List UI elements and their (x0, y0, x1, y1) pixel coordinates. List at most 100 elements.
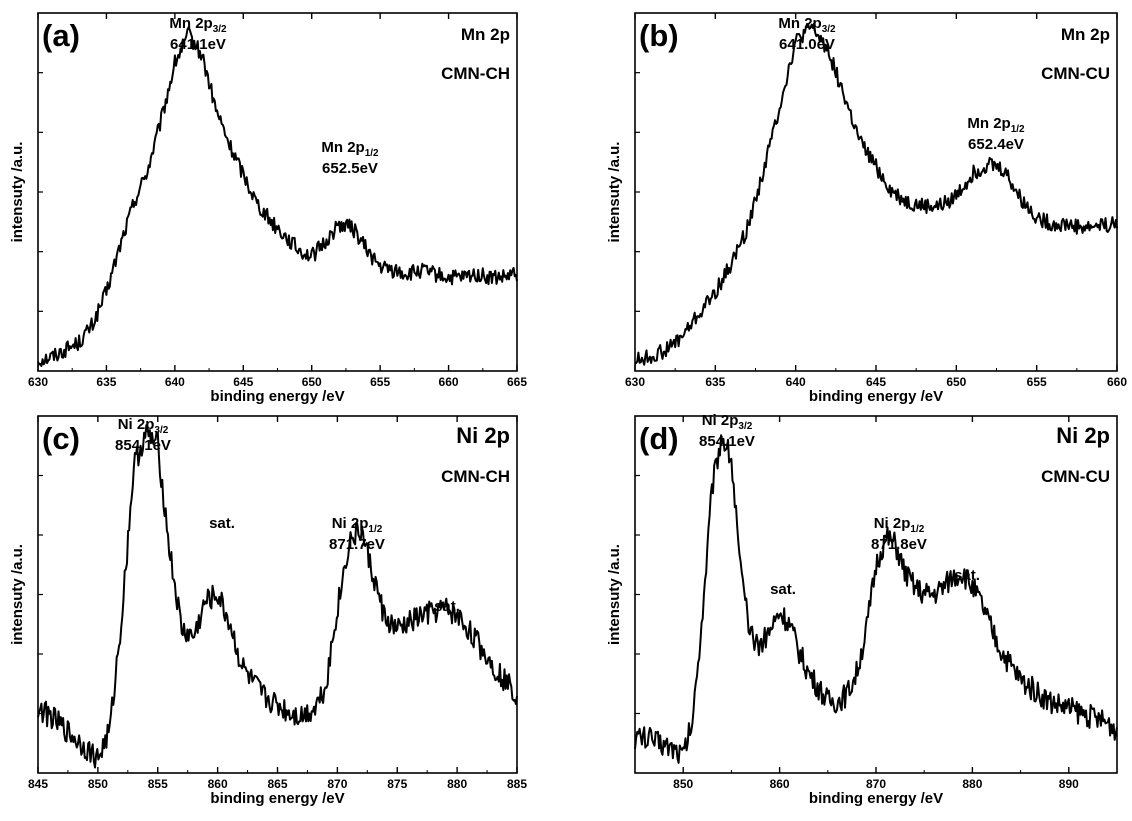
x-tick-label: 850 (673, 777, 693, 791)
peak-label: sat. (434, 598, 460, 615)
peak-label-sub: 1/2 (365, 148, 379, 159)
peak-label-main: Ni 2p (332, 515, 369, 532)
x-axis: 845 850 855 860 865 870 875 880 885 (28, 416, 527, 791)
peak-label: Mn 2p1/2 (967, 115, 1025, 135)
peak-label-sub: 3/2 (213, 24, 227, 35)
peak-energy: 854.1eV (699, 433, 755, 450)
peak-label-main: Mn 2p (321, 139, 364, 156)
x-axis-title: binding energy /eV (809, 790, 943, 807)
x-tick-label: 870 (866, 777, 886, 791)
x-tick-label: 855 (148, 777, 168, 791)
peak-energy: 871.8eV (871, 536, 927, 553)
x-axis: 630 635 640 645 650 655 660 (625, 13, 1127, 389)
peak-label-main: Ni 2p (874, 515, 911, 532)
peak-label: Ni 2p1/2 (332, 515, 383, 535)
peak-label: Mn 2p3/2 (169, 15, 227, 35)
peak-label: sat. (770, 581, 796, 598)
chart-panel-b: 630 635 640 645 650 655 660 binding energy /eV i… (606, 12, 1127, 405)
peak-energy: 652.5eV (322, 160, 378, 177)
x-tick-label: 660 (1107, 375, 1127, 389)
peak-label-sub: 1/2 (910, 524, 924, 535)
peak-label-sub: 1/2 (1011, 124, 1025, 135)
spectrum-line (634, 22, 1118, 366)
panel-label: (c) (42, 421, 80, 456)
peak-annotation: sat. (434, 598, 460, 615)
peak-label: sat. (954, 567, 980, 584)
peak-label-main: Mn 2p (169, 15, 212, 32)
x-tick-label: 880 (447, 777, 467, 791)
x-tick-label: 645 (233, 375, 253, 389)
peak-energy: 641.0eV (779, 36, 835, 53)
spectrum-line (37, 424, 518, 769)
peak-label: Ni 2p3/2 (702, 412, 753, 432)
peak-energy: 854.1eV (115, 437, 171, 454)
x-axis: 850 860 870 880 890 (673, 416, 1079, 791)
x-tick-label: 850 (88, 777, 108, 791)
peak-label-main: sat. (954, 567, 980, 584)
panel-sample-title: CMN-CU (1041, 64, 1110, 83)
x-tick-label: 650 (302, 375, 322, 389)
panel-element-title: Mn 2p (1061, 25, 1110, 44)
peak-annotation: sat. (209, 515, 235, 532)
chart-panel-c: 845 850 855 860 865 870 875 880 885 binding energ… (9, 415, 527, 807)
x-tick-label: 635 (705, 375, 725, 389)
x-tick-label: 630 (28, 375, 48, 389)
x-tick-label: 845 (28, 777, 48, 791)
peak-label-main: Ni 2p (702, 412, 739, 429)
peak-label-main: Mn 2p (778, 15, 821, 32)
panel-sample-title: CMN-CH (441, 64, 510, 83)
y-axis-title: intensuty /a.u. (9, 544, 26, 645)
x-tick-label: 640 (786, 375, 806, 389)
peak-label: Ni 2p1/2 (874, 515, 925, 535)
peak-label-main: sat. (434, 598, 460, 615)
panel-label: (a) (42, 18, 80, 53)
y-axis-title: intensuty /a.u. (9, 142, 26, 243)
panel-sample-title: CMN-CH (441, 467, 510, 486)
panel-element-title: Mn 2p (461, 25, 510, 44)
peak-label-main: Mn 2p (967, 115, 1010, 132)
y-axis (38, 72, 43, 312)
peak-label: Mn 2p3/2 (778, 15, 836, 35)
peak-label-sub: 3/2 (822, 24, 836, 35)
spectrum-line (37, 26, 518, 367)
x-tick-label: 640 (165, 375, 185, 389)
peak-energy: 641.1eV (170, 36, 226, 53)
x-tick-label: 875 (387, 777, 407, 791)
peak-label-main: Ni 2p (118, 416, 155, 433)
x-tick-label: 870 (327, 777, 347, 791)
y-axis (635, 72, 640, 312)
y-axis-title: intensuty /a.u. (606, 544, 623, 645)
panel-label: (b) (639, 18, 679, 53)
x-tick-label: 865 (267, 777, 287, 791)
x-tick-label: 860 (208, 777, 228, 791)
peak-annotation: sat. (954, 567, 980, 584)
peak-label-sub: 3/2 (154, 425, 168, 436)
panel-element-title: Ni 2p (456, 423, 510, 448)
peak-label: sat. (209, 515, 235, 532)
peak-label-main: sat. (770, 581, 796, 598)
y-axis (635, 474, 640, 715)
y-axis-title: intensuty /a.u. (606, 142, 623, 243)
x-tick-label: 890 (1059, 777, 1079, 791)
x-tick-label: 645 (866, 375, 886, 389)
x-tick-label: 885 (507, 777, 527, 791)
peak-label-sub: 1/2 (368, 524, 382, 535)
peak-label: Mn 2p1/2 (321, 139, 379, 159)
peak-energy: 652.4eV (968, 136, 1024, 153)
x-axis-title: binding energy /eV (210, 790, 344, 807)
chart-panel-d: 850 860 870 880 890 binding energy /eV intensu… (606, 412, 1118, 807)
x-tick-label: 860 (770, 777, 790, 791)
x-tick-label: 660 (439, 375, 459, 389)
peak-label-main: sat. (209, 515, 235, 532)
panel-label: (d) (639, 421, 679, 456)
peak-energy: 871.7eV (329, 536, 385, 553)
x-tick-label: 655 (1027, 375, 1047, 389)
